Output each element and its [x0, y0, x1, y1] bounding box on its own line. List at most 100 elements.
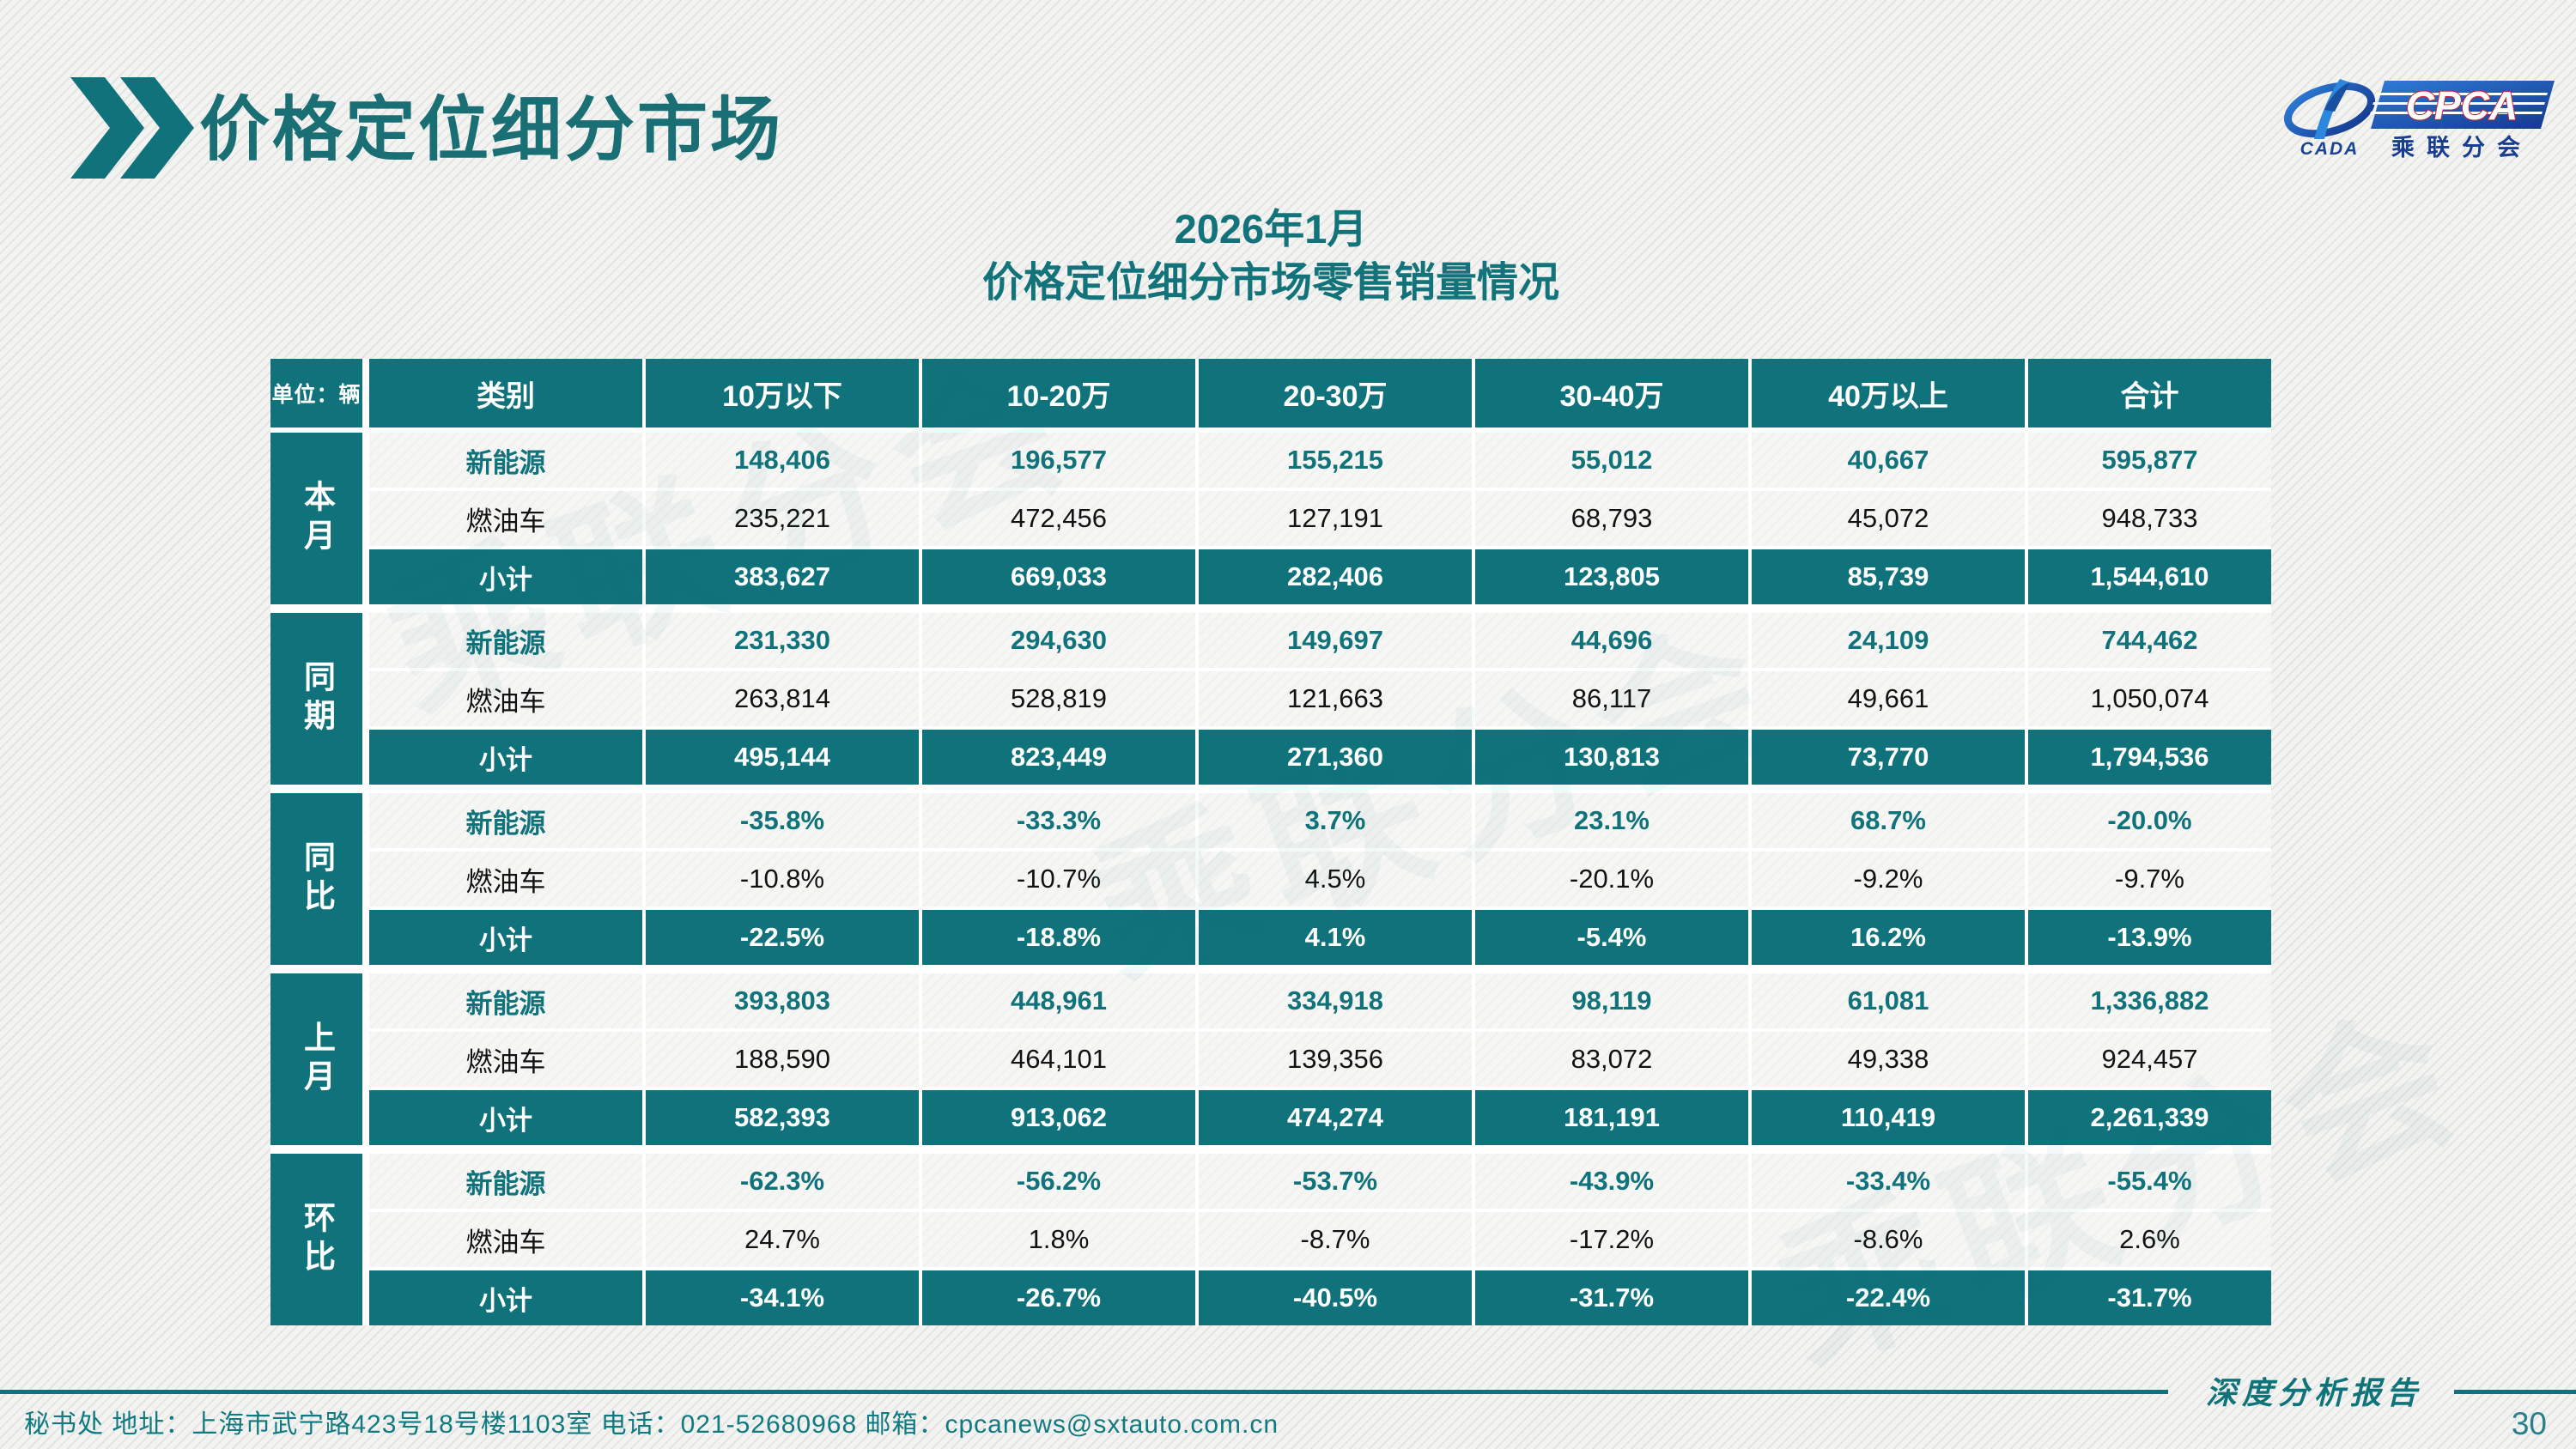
data-cell: 139,356 — [1199, 1032, 1472, 1087]
cada-text: CADA — [2300, 139, 2360, 159]
data-cell: 472,456 — [922, 491, 1195, 546]
data-cell: 528,819 — [922, 671, 1195, 726]
data-cell: -8.7% — [1199, 1212, 1472, 1267]
data-cell: 196,577 — [922, 433, 1195, 488]
data-cell: 49,661 — [1752, 671, 2025, 726]
data-cell: 121,663 — [1199, 671, 1472, 726]
report-label: 深度分析报告 — [2205, 1375, 2422, 1411]
data-cell: 181,191 — [1475, 1090, 1748, 1145]
column-header-under-100k: 10万以下 — [646, 359, 919, 427]
category-cell: 燃油车 — [369, 852, 642, 906]
data-cell: 948,733 — [2028, 491, 2271, 546]
data-cell: -40.5% — [1199, 1270, 1472, 1325]
data-cell: 68.7% — [1752, 793, 2025, 848]
data-cell: 595,877 — [2028, 433, 2271, 488]
data-cell: 334,918 — [1199, 973, 1472, 1028]
data-cell: 155,215 — [1199, 433, 1472, 488]
data-cell: 2.6% — [2028, 1212, 2271, 1267]
column-header-category: 类别 — [369, 359, 642, 427]
data-cell: -43.9% — [1475, 1154, 1748, 1209]
category-cell: 新能源 — [369, 973, 642, 1028]
data-cell: 448,961 — [922, 973, 1195, 1028]
data-cell: 263,814 — [646, 671, 919, 726]
data-cell: -55.4% — [2028, 1154, 2271, 1209]
row-group-label: 上月 — [270, 973, 362, 1145]
data-cell: -31.7% — [2028, 1270, 2271, 1325]
category-cell: 小计 — [369, 1090, 642, 1145]
category-cell: 燃油车 — [369, 671, 642, 726]
data-cell: 231,330 — [646, 613, 919, 668]
data-cell: 16.2% — [1752, 910, 2025, 965]
unit-label: 单位：辆 — [270, 359, 362, 427]
data-cell: 823,449 — [922, 730, 1195, 785]
row-group: 环比 新能源 -62.3% -56.2% -53.7% -43.9% -33.4% -55.4… — [270, 1154, 2271, 1325]
data-cell: 744,462 — [2028, 613, 2271, 668]
data-cell: 495,144 — [646, 730, 919, 785]
column-header-300-400k: 30-40万 — [1475, 359, 1748, 427]
category-cell: 新能源 — [369, 1154, 642, 1209]
row-group-rows: 新能源 148,406 196,577 155,215 55,012 40,667 595,… — [369, 433, 2271, 604]
data-cell: -9.7% — [2028, 852, 2271, 906]
data-cell: 1,336,882 — [2028, 973, 2271, 1028]
row-group-rows: 新能源 -62.3% -56.2% -53.7% -43.9% -33.4% -55.4% 燃… — [369, 1154, 2271, 1325]
data-cell: 188,590 — [646, 1032, 919, 1087]
table-body: 本月 新能源 148,406 196,577 155,215 55,012 40,667 59… — [270, 433, 2271, 1325]
column-header-total: 合计 — [2028, 359, 2271, 427]
row-group: 上月 新能源 393,803 448,961 334,918 98,119 61,081 1,… — [270, 973, 2271, 1145]
cpca-plate-icon: CPCA 乘联分会 — [2370, 81, 2555, 161]
data-cell: -5.4% — [1475, 910, 1748, 965]
data-cell: 1.8% — [922, 1212, 1195, 1267]
data-cell: 271,360 — [1199, 730, 1472, 785]
category-cell: 小计 — [369, 1270, 642, 1325]
data-cell: 924,457 — [2028, 1032, 2271, 1087]
data-cell: 83,072 — [1475, 1032, 1748, 1087]
data-cell: 393,803 — [646, 973, 919, 1028]
data-cell: -56.2% — [922, 1154, 1195, 1209]
data-cell: -62.3% — [646, 1154, 919, 1209]
data-cell: 149,697 — [1199, 613, 1472, 668]
data-cell: 61,081 — [1752, 973, 2025, 1028]
data-cell: -20.1% — [1475, 852, 1748, 906]
data-cell: 68,793 — [1475, 491, 1748, 546]
row-group: 同期 新能源 231,330 294,630 149,697 44,696 24,109 74… — [270, 613, 2271, 785]
data-cell: -22.5% — [646, 910, 919, 965]
data-cell: 44,696 — [1475, 613, 1748, 668]
sales-table: 单位：辆 类别 10万以下 10-20万 20-30万 30-40万 40万以上… — [270, 359, 2271, 1325]
data-cell: 45,072 — [1752, 491, 2025, 546]
row-group-label: 环比 — [270, 1154, 362, 1325]
data-cell: -9.2% — [1752, 852, 2025, 906]
data-cell: 23.1% — [1475, 793, 1748, 848]
data-cell: 55,012 — [1475, 433, 1748, 488]
data-cell: 2,261,339 — [2028, 1090, 2271, 1145]
category-cell: 小计 — [369, 549, 642, 604]
cpca-text: CPCA — [2406, 83, 2518, 128]
page-title: 价格定位细分市场 — [199, 91, 784, 169]
data-cell: 474,274 — [1199, 1090, 1472, 1145]
data-cell: 1,544,610 — [2028, 549, 2271, 604]
row-group-label: 同期 — [270, 613, 362, 785]
table-header: 单位：辆 类别 10万以下 10-20万 20-30万 30-40万 40万以上… — [270, 359, 2271, 427]
row-group-rows: 新能源 -35.8% -33.3% 3.7% 23.1% 68.7% -20.0% 燃油车 -1… — [369, 793, 2271, 965]
row-group-label: 本月 — [270, 433, 362, 604]
data-cell: -35.8% — [646, 793, 919, 848]
data-cell: 85,739 — [1752, 549, 2025, 604]
data-cell: 383,627 — [646, 549, 919, 604]
data-cell: -10.8% — [646, 852, 919, 906]
association-text: 乘联分会 — [2391, 135, 2532, 161]
data-cell: 130,813 — [1475, 730, 1748, 785]
double-chevron-icon — [70, 77, 199, 183]
data-cell: 148,406 — [646, 433, 919, 488]
data-cell: 86,117 — [1475, 671, 1748, 726]
category-cell: 小计 — [369, 910, 642, 965]
data-cell: 913,062 — [922, 1090, 1195, 1145]
category-cell: 新能源 — [369, 433, 642, 488]
data-cell: -26.7% — [922, 1270, 1195, 1325]
cada-emblem-icon: CADA — [2283, 79, 2376, 159]
data-cell: -10.7% — [922, 852, 1195, 906]
row-group-label: 同比 — [270, 793, 362, 965]
data-cell: 127,191 — [1199, 491, 1472, 546]
data-cell: -34.1% — [646, 1270, 919, 1325]
data-cell: 110,419 — [1752, 1090, 2025, 1145]
data-cell: 1,050,074 — [2028, 671, 2271, 726]
